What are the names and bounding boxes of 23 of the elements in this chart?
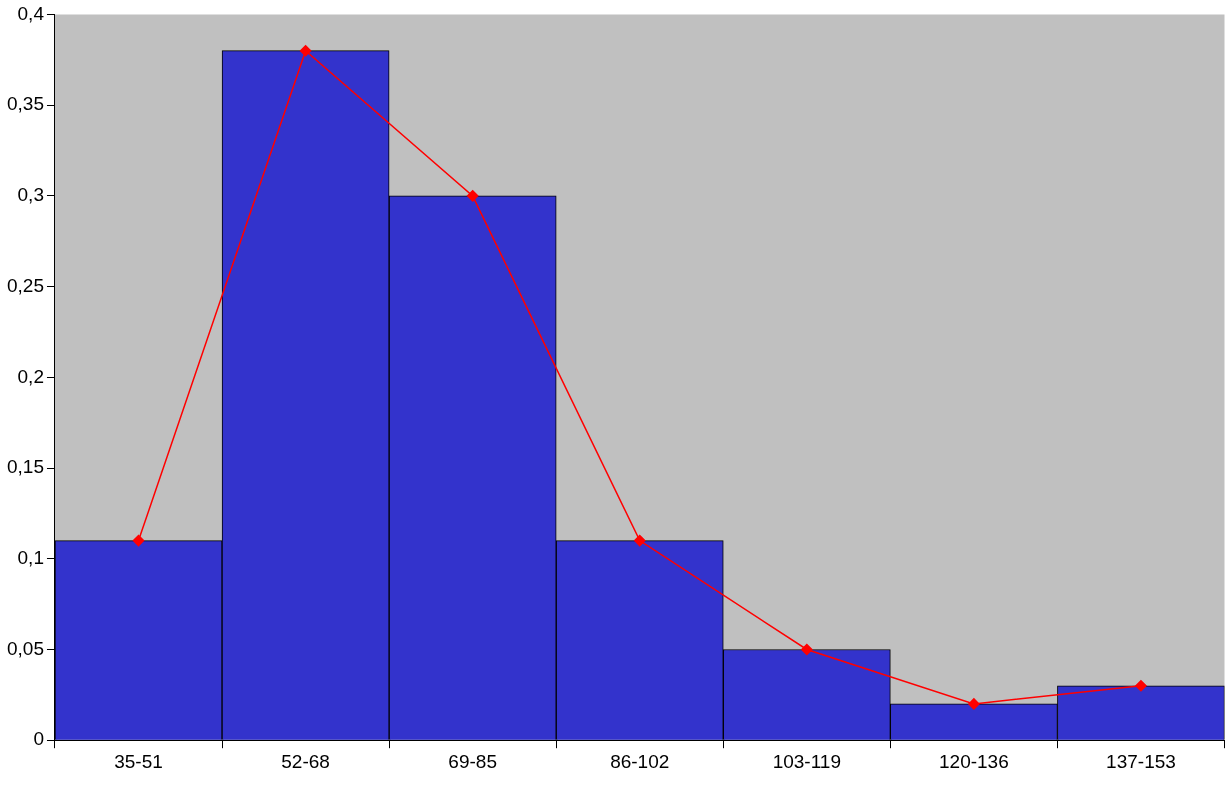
point: [132, 534, 145, 547]
y-tick-label: 0,3: [17, 184, 44, 206]
point: [299, 44, 312, 57]
y-tick-label: 0,1: [17, 546, 44, 568]
x-tick-label: 52-68: [281, 750, 330, 772]
point: [633, 534, 646, 547]
x-tick-label: 35-51: [114, 750, 163, 772]
y-tick-label: 0,15: [7, 456, 44, 478]
x-tick-label: 69-85: [448, 750, 497, 772]
y-tick-label: 0,25: [7, 274, 44, 296]
point: [1135, 680, 1147, 692]
point: [466, 190, 479, 202]
x-tick-label: 120-136: [939, 750, 1009, 772]
point: [801, 643, 813, 656]
point: [968, 698, 980, 710]
y-tick-label: 0,35: [7, 93, 44, 115]
x-tick-label: 103-119: [772, 750, 841, 772]
y-tick-label: 0: [33, 728, 44, 750]
x-tick-label: 137-153: [1106, 750, 1176, 772]
y-tick-label: 0,2: [17, 365, 44, 387]
y-tick-label: 0,05: [7, 637, 44, 659]
x-tick-label: 86-102: [610, 750, 670, 772]
y-tick-label: 0,4: [17, 2, 45, 24]
